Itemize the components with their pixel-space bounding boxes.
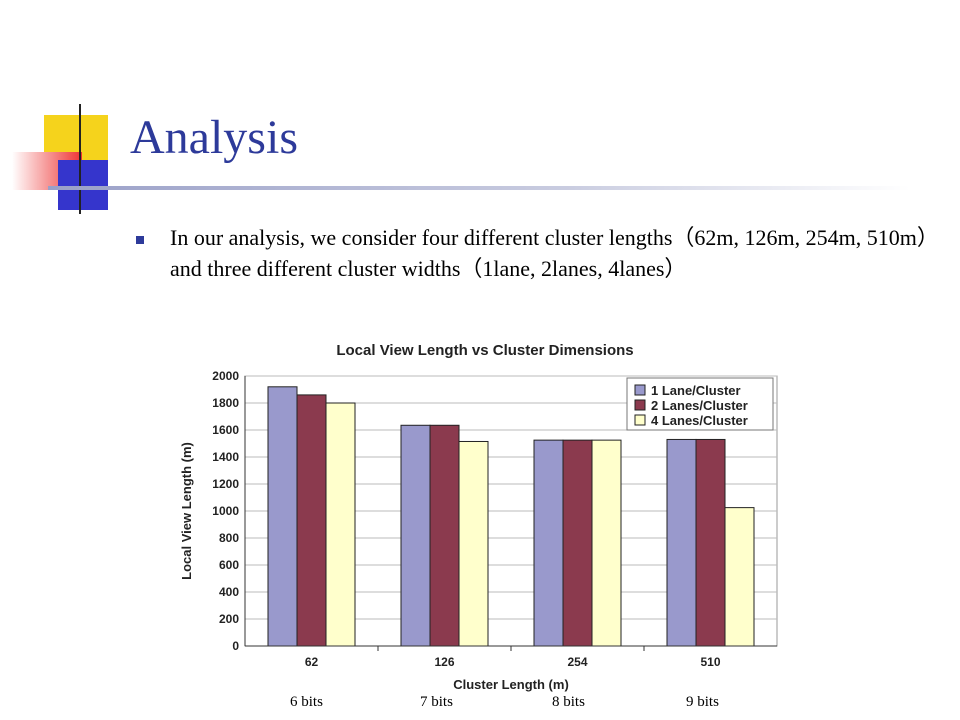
bar-62-series-2	[296, 394, 327, 647]
y-tick-label: 400	[219, 585, 239, 599]
y-tick-label: 1600	[212, 423, 239, 437]
x-tick-label: 510	[700, 655, 720, 669]
bullet-square-icon	[136, 236, 144, 244]
bar-126-series-1	[400, 424, 431, 647]
chart-title: Local View Length vs Cluster Dimensions	[336, 342, 633, 359]
bit-label-7: 7 bits	[420, 694, 453, 710]
legend-label: 1 Lane/Cluster	[651, 383, 741, 398]
bar-254-series-2	[562, 439, 593, 647]
bar-510-series-2	[695, 438, 726, 647]
bar-510-series-3	[724, 507, 755, 647]
y-tick-labels: 0 200 400 600 800 1000 1200 1400 1600 1800 2000	[212, 369, 239, 653]
bit-label-8: 8 bits	[552, 694, 585, 710]
y-tick-label: 800	[219, 531, 239, 545]
legend-box	[626, 377, 774, 431]
decor-vertical-line	[79, 104, 81, 214]
bar-510-series-1	[666, 438, 697, 647]
bar-62-series-3	[325, 402, 356, 647]
bit-label-9: 9 bits	[686, 694, 719, 710]
x-tick-labels: 62 126 254 510	[305, 646, 721, 669]
legend-label: 4 Lanes/Cluster	[651, 413, 748, 428]
x-tick-label: 62	[305, 655, 319, 669]
legend-swatch	[634, 414, 646, 426]
chart-bars	[267, 386, 755, 647]
bar-254-series-1	[533, 439, 564, 647]
y-tick-label: 1800	[212, 396, 239, 410]
y-tick-label: 2000	[212, 369, 239, 383]
slide-title: Analysis	[130, 111, 298, 164]
y-axis-label: Local View Length (m)	[179, 442, 194, 580]
title-underline	[48, 186, 910, 190]
y-tick-label: 0	[232, 639, 239, 653]
bar-126-series-3	[458, 440, 489, 647]
legend-swatch	[634, 399, 646, 411]
decor-blue-square	[58, 160, 108, 210]
legend-swatch	[634, 384, 646, 396]
x-tick-label: 126	[434, 655, 454, 669]
y-tick-label: 1400	[212, 450, 239, 464]
bar-126-series-2	[429, 424, 460, 647]
y-tick-label: 1000	[212, 504, 239, 518]
bullet-text: In our analysis, we consider four differ…	[170, 225, 928, 281]
y-tick-label: 200	[219, 612, 239, 626]
x-axis-label: Cluster Length (m)	[453, 677, 569, 692]
y-tick-label: 600	[219, 558, 239, 572]
y-tick-label: 1200	[212, 477, 239, 491]
bar-62-series-1	[267, 386, 298, 647]
bar-254-series-3	[591, 439, 622, 647]
legend-label: 2 Lanes/Cluster	[651, 398, 748, 413]
bit-label-6: 6 bits	[290, 694, 323, 710]
x-tick-label: 254	[567, 655, 587, 669]
bar-chart: Local View Length vs Cluster Dimensions …	[179, 342, 778, 692]
